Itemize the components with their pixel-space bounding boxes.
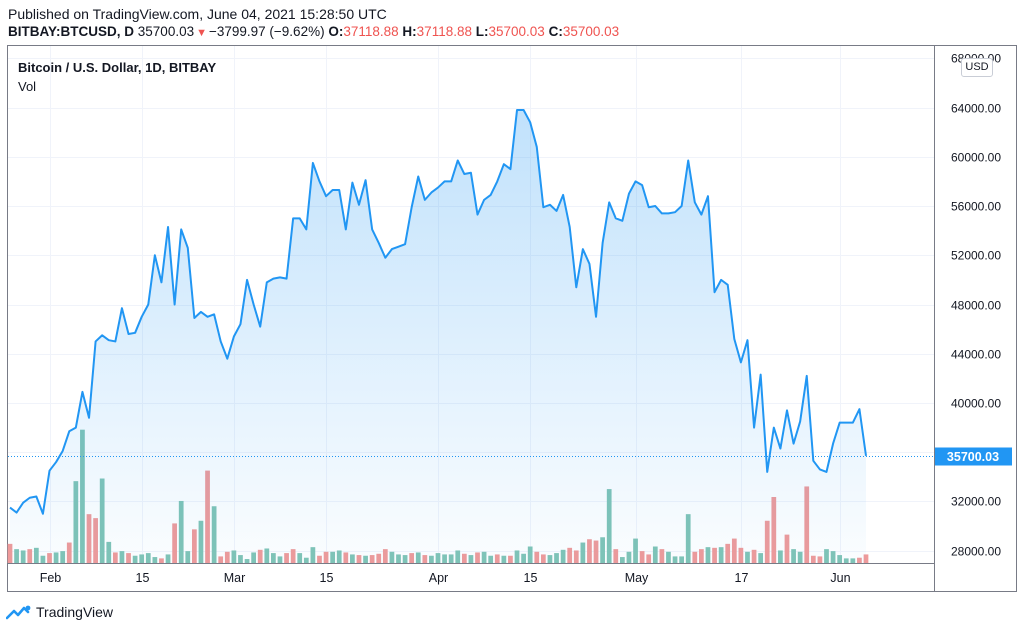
y-tick-label: 48000.00 bbox=[951, 299, 1001, 313]
high-label: H: bbox=[402, 24, 417, 39]
y-tick-label: 28000.00 bbox=[951, 545, 1001, 559]
x-tick-label: 15 bbox=[136, 571, 150, 585]
y-tick-label: 52000.00 bbox=[951, 249, 1001, 263]
low-label: L: bbox=[475, 24, 489, 39]
close-value: 35700.03 bbox=[562, 24, 620, 39]
y-tick-label: 44000.00 bbox=[951, 348, 1001, 362]
x-tick-label: 15 bbox=[524, 571, 538, 585]
x-tick-label: Mar bbox=[224, 571, 246, 585]
footer-brand[interactable]: TradingView bbox=[6, 603, 113, 621]
down-arrow-icon: ▼ bbox=[196, 27, 207, 39]
x-tick-label: Apr bbox=[429, 571, 448, 585]
close-label: C: bbox=[548, 24, 563, 39]
y-tick-label: 64000.00 bbox=[951, 102, 1001, 116]
y-tick-label: 40000.00 bbox=[951, 397, 1001, 411]
x-tick-label: 15 bbox=[320, 571, 334, 585]
y-tick-label: 56000.00 bbox=[951, 200, 1001, 214]
price-area bbox=[10, 110, 866, 563]
price-change: −3799.97 (−9.62%) bbox=[208, 24, 325, 39]
currency-button[interactable]: USD bbox=[961, 58, 993, 77]
footer-brand-label: TradingView bbox=[36, 604, 114, 620]
last-price-label-bg bbox=[935, 447, 1012, 466]
high-value: 37118.88 bbox=[416, 24, 472, 39]
open-label: O: bbox=[328, 24, 344, 39]
y-tick-label: 60000.00 bbox=[951, 151, 1001, 165]
symbol-label: BITBAY:BTCUSD, D bbox=[8, 24, 135, 39]
volume-legend: Vol bbox=[18, 79, 37, 94]
last-price: 35700.03 bbox=[137, 24, 195, 39]
x-tick-label: Jun bbox=[830, 571, 850, 585]
low-value: 35700.03 bbox=[488, 24, 545, 39]
price-line bbox=[9, 109, 867, 515]
ohlc-line: BITBAY:BTCUSD, D 35700.03 ▼ −3799.97 (−9.6… bbox=[8, 24, 619, 39]
x-tick-label: May bbox=[625, 571, 649, 585]
published-line: Published on TradingView.com, June 04, 2… bbox=[8, 6, 387, 22]
chart-legend-title: Bitcoin / U.S. Dollar, 1D, BITBAY bbox=[18, 60, 217, 75]
chart-frame bbox=[7, 45, 1017, 592]
price-chart[interactable]: 28000.0032000.0036000.0040000.0044000.00… bbox=[0, 0, 1024, 600]
tradingview-logo-icon bbox=[6, 605, 31, 620]
y-tick-label: 32000.00 bbox=[951, 495, 1001, 509]
open-value: 37118.88 bbox=[343, 24, 399, 39]
x-tick-label: 17 bbox=[735, 571, 749, 585]
x-tick-label: Feb bbox=[40, 571, 62, 585]
last-price-label: 35700.03 bbox=[947, 450, 999, 464]
